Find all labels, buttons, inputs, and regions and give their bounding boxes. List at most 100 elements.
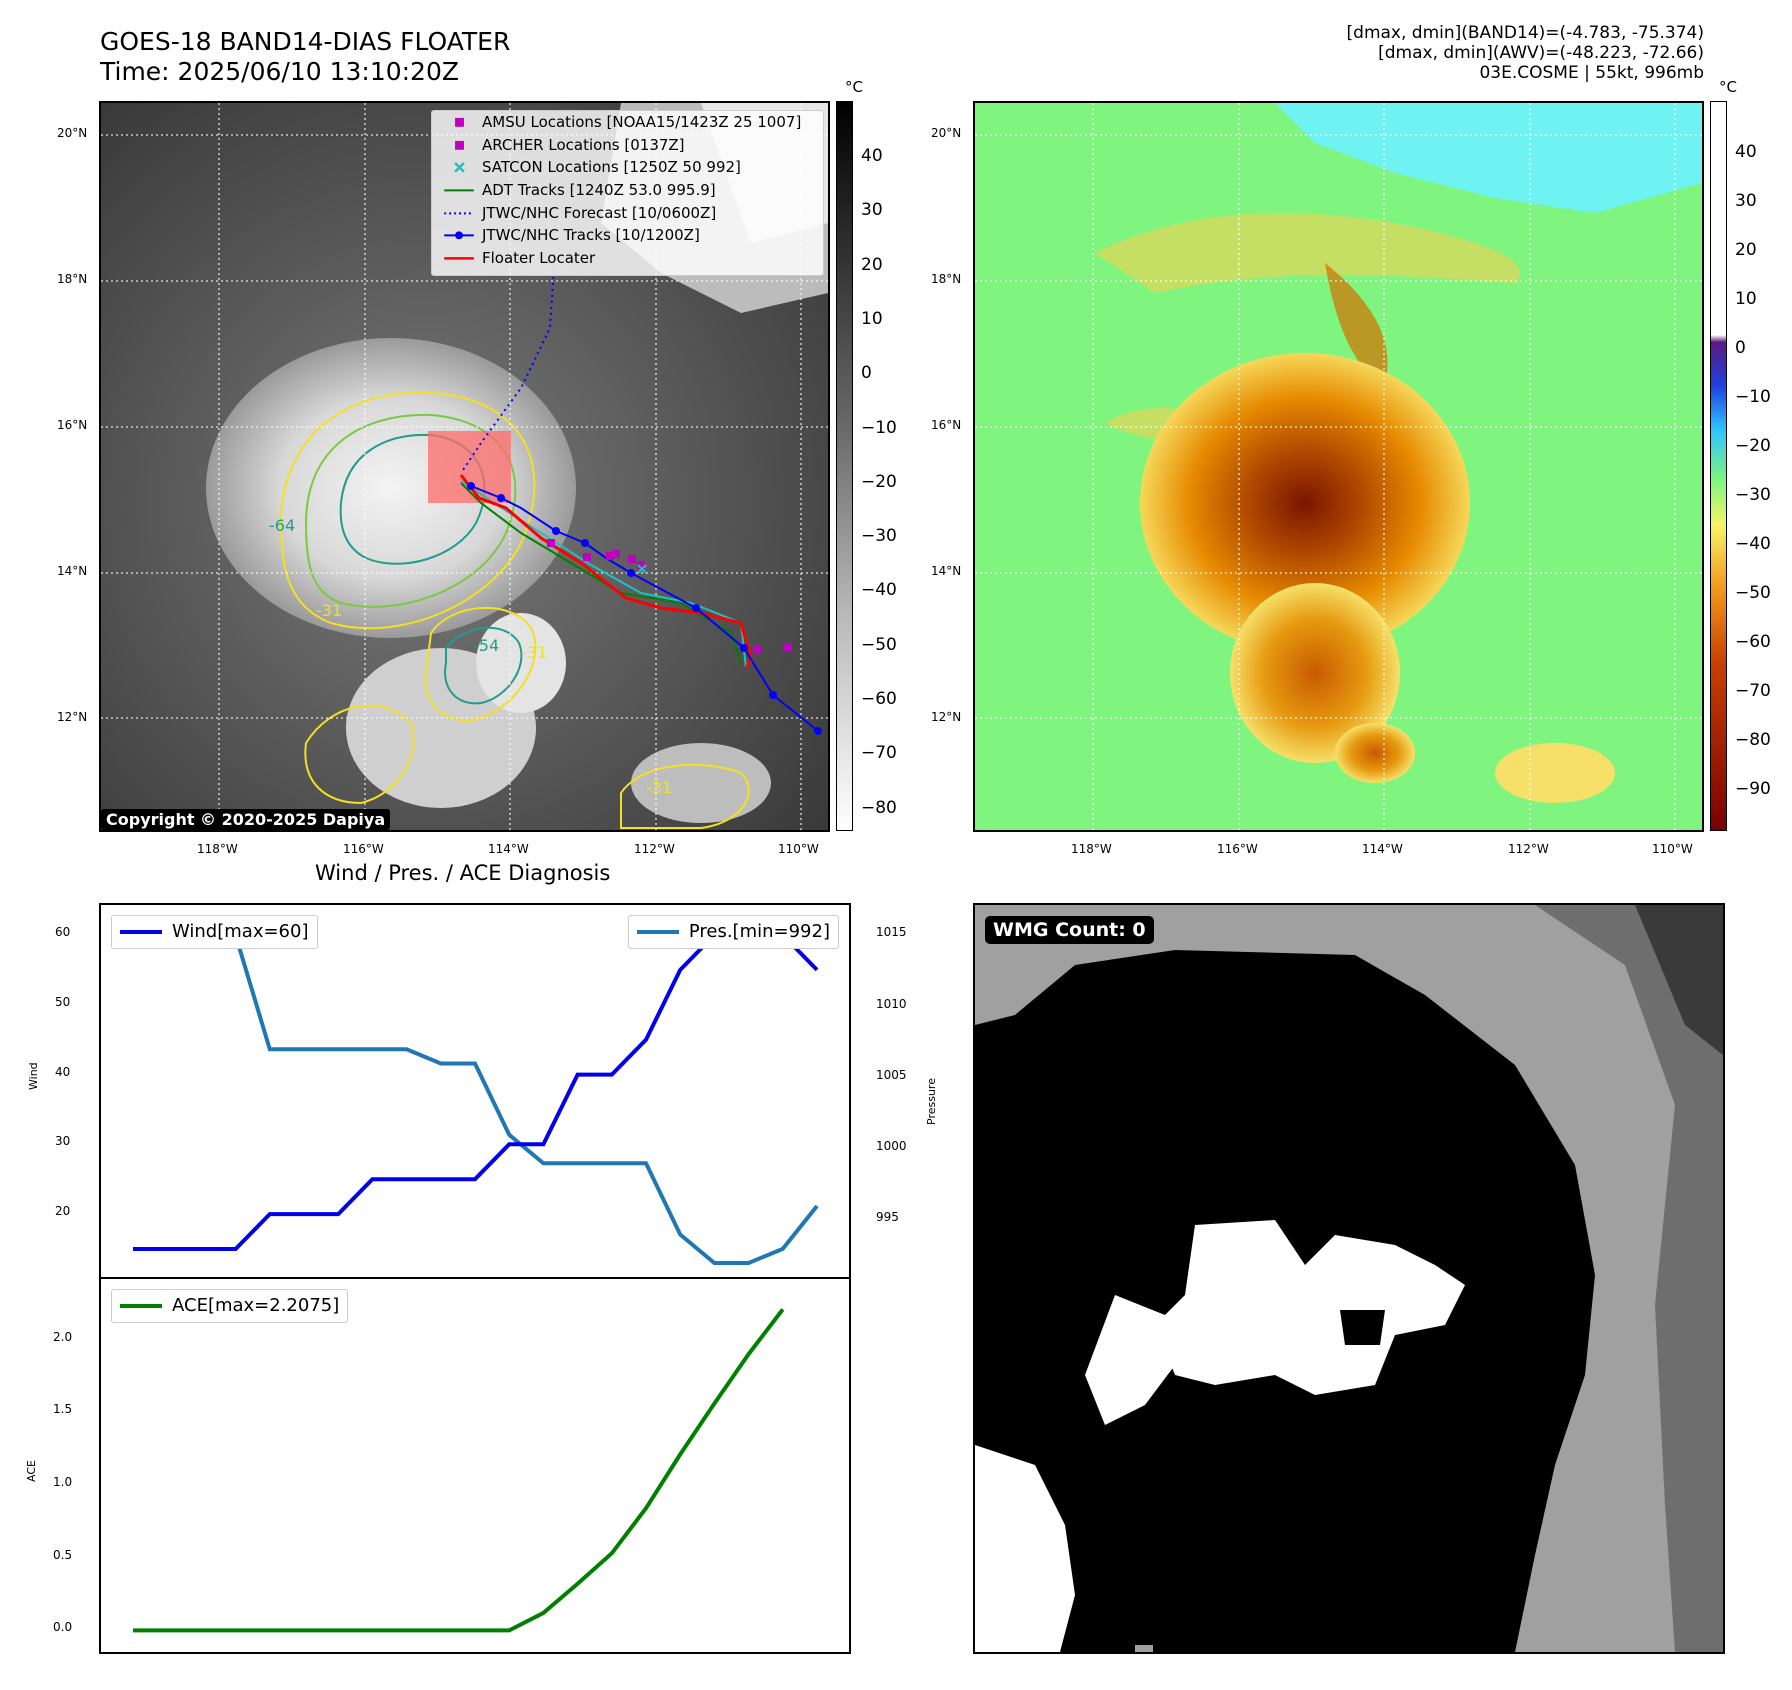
legend-item-archer: ARCHER Locations [0137Z] — [432, 134, 823, 157]
ir-map-panel: -64 -31 -54 -31 -31 — [99, 101, 830, 832]
wmg-count-badge: WMG Count: 0 — [985, 916, 1154, 944]
lat-tick-20: 20°N — [57, 126, 88, 140]
wind-y-tick: 30 — [55, 1134, 71, 1149]
map-legend: AMSU Locations [NOAA15/1423Z 25 1007] AR… — [431, 110, 824, 276]
lon-tick-116: 116°W — [343, 842, 384, 856]
gray-colorbar-tick: 10 — [861, 308, 883, 329]
ace-y-tick: 2.0 — [53, 1329, 73, 1344]
figure-time: Time: 2025/06/10 13:10:20Z — [100, 57, 459, 86]
legend-item-adt: ADT Tracks [1240Z 53.0 995.9] — [444, 181, 716, 200]
gray-colorbar-tick: −40 — [861, 580, 897, 601]
ace-y-tick: 0.5 — [53, 1547, 73, 1562]
wmg-panel: WMG Count: 0 — [973, 903, 1725, 1654]
gray-colorbar-tick: 20 — [861, 254, 883, 275]
awv-lat-tick-20: 20°N — [931, 126, 962, 140]
wmg-canvas — [975, 905, 1723, 1652]
storm-info: 03E.COSME | 55kt, 996mb — [1479, 63, 1704, 83]
gray-colorbar-unit: °C — [845, 78, 863, 96]
pressure-y-tick: 1000 — [876, 1139, 907, 1153]
band14-range: [dmax, dmin](BAND14)=(-4.783, -75.374) — [1346, 23, 1704, 43]
awv-map-canvas — [975, 103, 1702, 830]
lat-tick-18: 18°N — [57, 272, 88, 286]
legend-item-forecast: JTWC/NHC Forecast [10/0600Z] — [444, 203, 717, 222]
legend-item-jtwc: JTWC/NHC Tracks [10/1200Z] — [432, 224, 823, 247]
awv-colorbar-tick: −90 — [1735, 779, 1771, 799]
adt-track — [460, 482, 742, 664]
ace-axis-label: ACE — [25, 1460, 38, 1482]
gray-colorbar-tick: −50 — [861, 634, 897, 655]
gray-colorbar-tick: 40 — [861, 146, 883, 166]
gray-colorbar-tick: −30 — [861, 526, 897, 547]
awv-lat-tick-14: 14°N — [931, 564, 962, 578]
ace-y-tick: 1.0 — [53, 1474, 73, 1489]
awv-colorbar-tick: 10 — [1735, 289, 1757, 309]
legend-item-amsu: AMSU Locations [NOAA15/1423Z 25 1007] — [432, 111, 823, 134]
wind-y-tick: 20 — [55, 1204, 71, 1219]
pressure-y-tick: 1005 — [876, 1067, 907, 1082]
floater-track — [459, 474, 753, 669]
figure-title: GOES-18 BAND14-DIAS FLOATER — [100, 27, 511, 56]
awv-lat-tick-18: 18°N — [931, 272, 962, 286]
awv-range: [dmax, dmin](AWV)=(-48.223, -72.66) — [1378, 43, 1704, 63]
pressure-y-tick: 1010 — [876, 996, 907, 1011]
wind-pres-plot — [133, 933, 819, 1265]
ace-legend: ACE[max=2.2075] — [111, 1289, 349, 1323]
wind-legend: Wind[max=60] — [111, 915, 318, 949]
awv-colorbar — [1710, 101, 1727, 831]
wind-y-tick: 40 — [55, 1064, 71, 1079]
pressure-y-tick: 995 — [876, 1210, 899, 1225]
awv-lon-tick-116: 116°W — [1217, 842, 1258, 856]
pressure-series-line — [133, 933, 819, 1265]
awv-colorbar-tick: −30 — [1735, 485, 1771, 505]
pres-legend: Pres.[min=992] — [627, 915, 839, 949]
awv-colorbar-tick: −80 — [1735, 730, 1771, 750]
awv-colorbar-tick: −70 — [1735, 681, 1771, 701]
pressure-y-tick: 1015 — [876, 925, 907, 940]
ace-panel: ACE[max=2.2075] — [99, 1277, 851, 1654]
awv-colorbar-tick: 30 — [1735, 191, 1757, 211]
pres-axis-label: Pressure — [925, 1078, 938, 1125]
awv-colorbar-tick: 0 — [1735, 338, 1746, 358]
awv-colorbar-unit: °C — [1719, 78, 1737, 96]
wind-series-line — [133, 933, 819, 1251]
wind-axis-label: Wind — [27, 1062, 40, 1090]
diag-title: Wind / Pres. / ACE Diagnosis — [315, 861, 611, 885]
lat-tick-14: 14°N — [57, 564, 88, 578]
contour-label-1: -64 — [269, 516, 295, 535]
lon-tick-118: 118°W — [197, 842, 238, 856]
awv-lon-tick-110: 110°W — [1652, 842, 1693, 856]
lat-tick-16: 16°N — [57, 418, 88, 432]
awv-lon-tick-112: 112°W — [1508, 842, 1549, 856]
awv-colorbar-tick: −50 — [1735, 583, 1771, 603]
wind-y-tick: 50 — [55, 994, 71, 1009]
awv-colorbar-tick: 20 — [1735, 240, 1757, 260]
gray-colorbar-tick: −10 — [861, 417, 897, 438]
awv-lon-tick-118: 118°W — [1071, 842, 1112, 856]
contour-label-4: -31 — [521, 643, 547, 662]
awv-lon-tick-114: 114°W — [1362, 842, 1403, 856]
awv-colorbar-tick: −60 — [1735, 632, 1771, 652]
contour-label-3: -54 — [473, 636, 499, 655]
legend-item-floater: Floater Locater — [444, 249, 596, 268]
gray-colorbar-tick: −70 — [861, 743, 897, 764]
wind-y-tick: 60 — [55, 924, 71, 939]
contour-label-5: -31 — [646, 778, 672, 797]
wind-pres-panel: Wind[max=60] Pres.[min=992] — [99, 903, 851, 1279]
gray-colorbar-tick: 30 — [861, 200, 883, 221]
lat-tick-12: 12°N — [57, 710, 88, 724]
awv-colorbar-tick: 40 — [1735, 142, 1757, 162]
lon-tick-110: 110°W — [778, 842, 819, 856]
gray-colorbar-tick: −60 — [861, 689, 897, 709]
awv-colorbar-tick: −40 — [1735, 534, 1771, 554]
awv-colorbar-tick: −10 — [1735, 387, 1771, 407]
ace-series-line — [133, 1308, 785, 1633]
ace-plot — [133, 1308, 785, 1633]
gray-colorbar — [836, 101, 853, 831]
lon-tick-114: 114°W — [488, 842, 529, 856]
awv-map-panel — [973, 101, 1704, 832]
ace-y-tick: 0.0 — [53, 1620, 73, 1635]
gray-colorbar-tick: −80 — [861, 797, 897, 818]
lon-tick-112: 112°W — [634, 842, 675, 856]
awv-lat-tick-12: 12°N — [931, 710, 962, 724]
copyright-badge: Copyright © 2020-2025 Dapiya — [101, 809, 391, 830]
